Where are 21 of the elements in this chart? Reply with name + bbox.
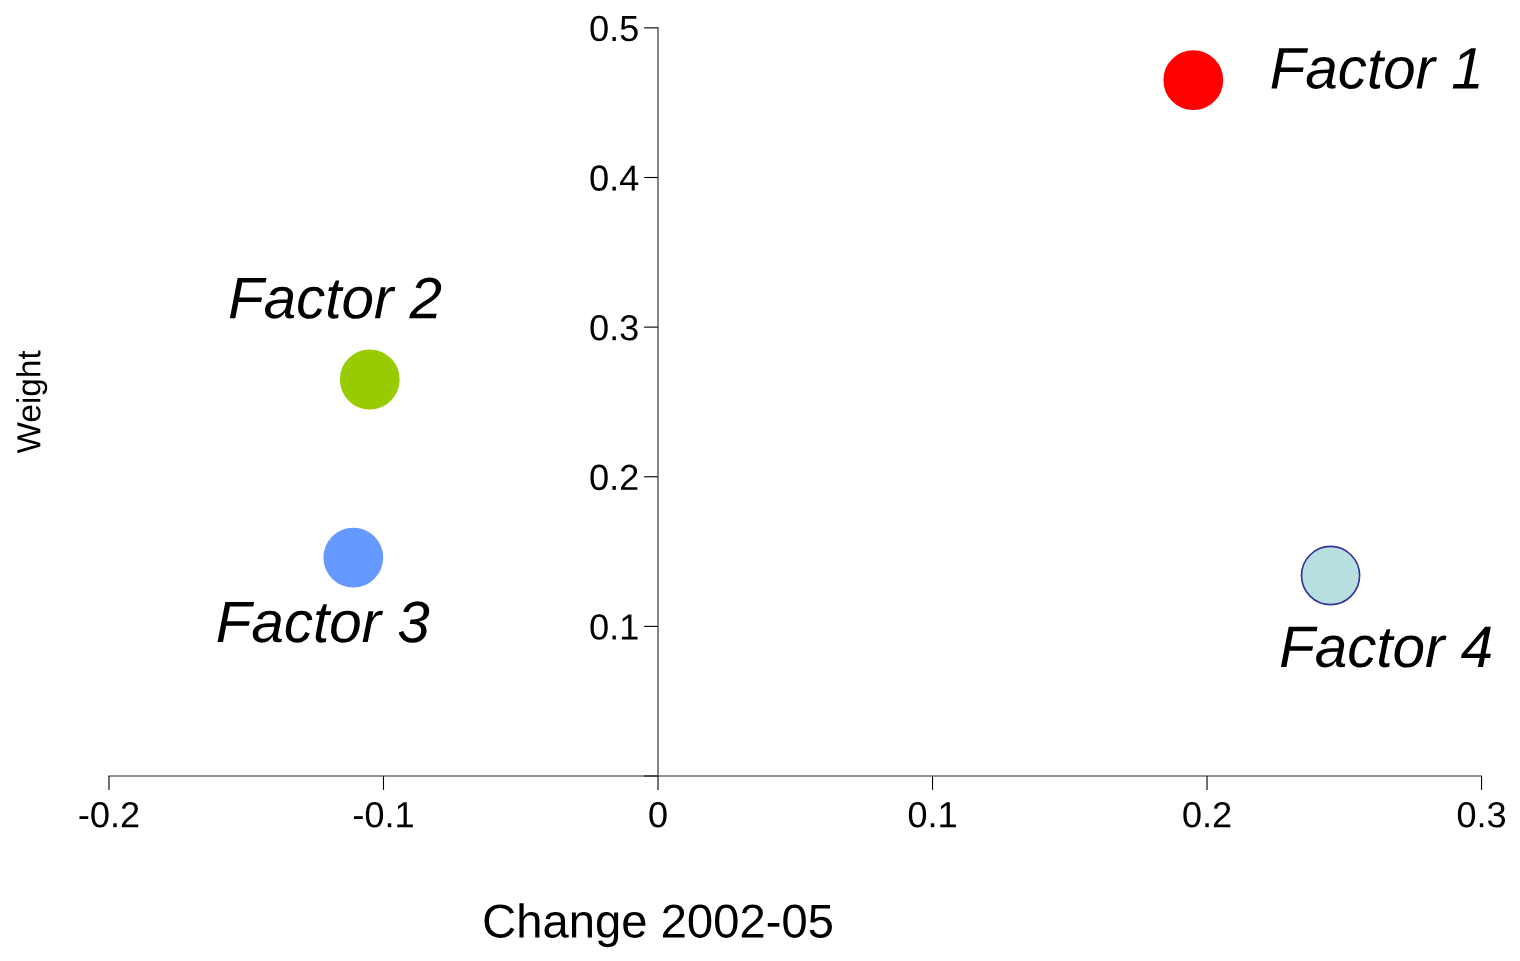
x-tick-label: 0.1 (908, 801, 956, 828)
y-tick-label: 0.5 (590, 15, 638, 42)
y-tick-label: 0.3 (590, 314, 638, 341)
y-tick-label: 0.1 (590, 614, 638, 640)
x-tick-label: 0.2 (1183, 801, 1231, 828)
x-tick-label: 0 (649, 801, 667, 828)
series-label: Factor 3 (217, 601, 430, 643)
y-tick-label: 0.2 (590, 464, 638, 491)
point (1300, 545, 1361, 606)
x-tick-label: -0.2 (79, 801, 139, 828)
x-tick-label: 0.3 (1457, 801, 1506, 828)
point (339, 349, 400, 410)
x-tick-label: -0.1 (353, 801, 413, 828)
series-label: Factor 1 (1271, 48, 1479, 89)
series-label: Factor 2 (229, 277, 442, 319)
series-label: Factor 4 (1280, 626, 1491, 668)
x-axis-title: Change 2002-05 (484, 903, 832, 948)
y-tick-label: 0.4 (590, 165, 639, 191)
y-axis-title: Weight (16, 350, 48, 454)
point (323, 527, 384, 588)
point (1163, 50, 1224, 111)
